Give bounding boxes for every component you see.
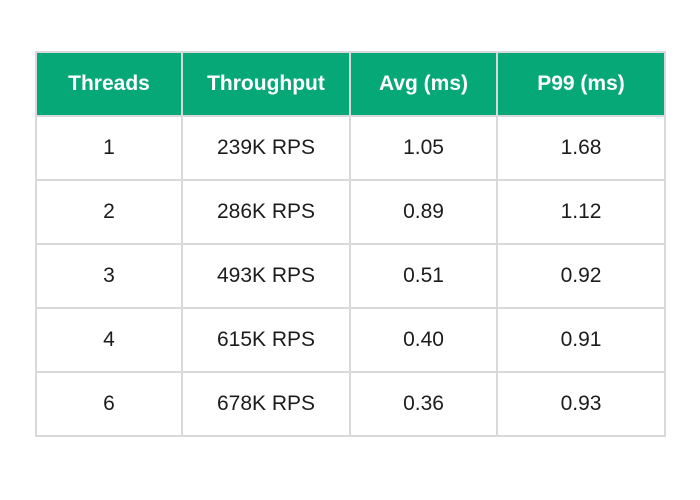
column-header-threads: Threads — [35, 51, 183, 117]
cell-avg-ms: 0.51 — [349, 243, 498, 309]
cell-p99-ms: 1.68 — [496, 115, 666, 181]
benchmark-table: Threads Throughput Avg (ms) P99 (ms) 1 2… — [35, 51, 666, 437]
cell-throughput: 239K RPS — [181, 115, 351, 181]
cell-threads: 3 — [35, 243, 183, 309]
column-header-p99-ms: P99 (ms) — [496, 51, 666, 117]
cell-avg-ms: 1.05 — [349, 115, 498, 181]
cell-throughput: 615K RPS — [181, 307, 351, 373]
cell-throughput: 678K RPS — [181, 371, 351, 437]
cell-avg-ms: 0.36 — [349, 371, 498, 437]
table-row: 1 239K RPS 1.05 1.68 — [35, 115, 666, 181]
cell-threads: 6 — [35, 371, 183, 437]
cell-p99-ms: 0.92 — [496, 243, 666, 309]
table-row: 3 493K RPS 0.51 0.92 — [35, 243, 666, 309]
column-header-throughput: Throughput — [181, 51, 351, 117]
cell-threads: 4 — [35, 307, 183, 373]
cell-p99-ms: 0.93 — [496, 371, 666, 437]
table-row: 6 678K RPS 0.36 0.93 — [35, 371, 666, 437]
cell-throughput: 493K RPS — [181, 243, 351, 309]
cell-p99-ms: 0.91 — [496, 307, 666, 373]
cell-avg-ms: 0.40 — [349, 307, 498, 373]
table-header-row: Threads Throughput Avg (ms) P99 (ms) — [35, 51, 666, 117]
cell-avg-ms: 0.89 — [349, 179, 498, 245]
column-header-avg-ms: Avg (ms) — [349, 51, 498, 117]
table-row: 2 286K RPS 0.89 1.12 — [35, 179, 666, 245]
benchmark-table-container: Threads Throughput Avg (ms) P99 (ms) 1 2… — [35, 51, 666, 437]
cell-threads: 1 — [35, 115, 183, 181]
table-row: 4 615K RPS 0.40 0.91 — [35, 307, 666, 373]
cell-throughput: 286K RPS — [181, 179, 351, 245]
cell-p99-ms: 1.12 — [496, 179, 666, 245]
cell-threads: 2 — [35, 179, 183, 245]
